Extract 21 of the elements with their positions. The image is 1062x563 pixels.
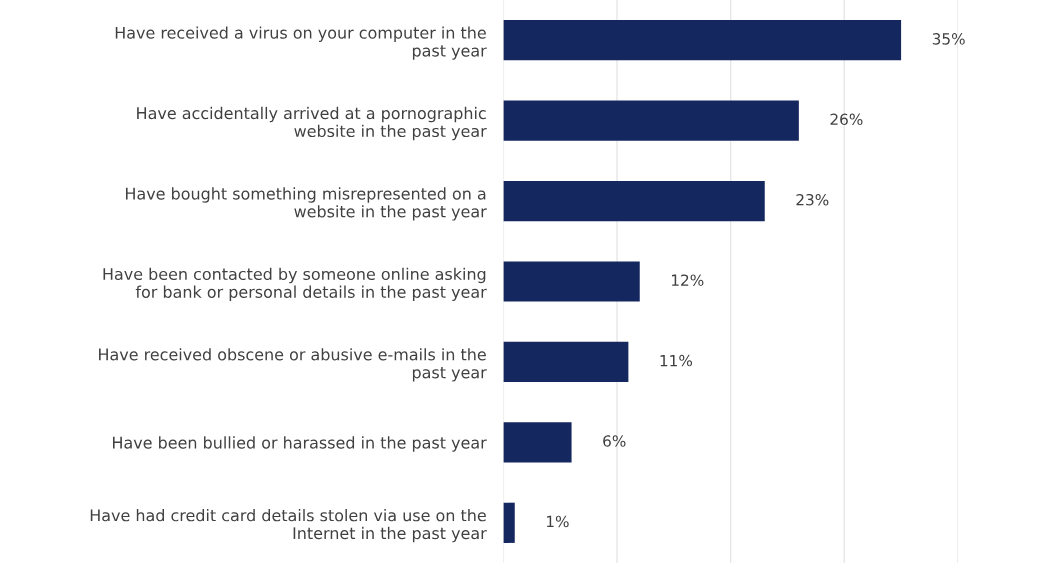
bar <box>503 502 515 543</box>
data-label: 11% <box>660 354 693 367</box>
y-tick-label: Have received a virus on your computer in the past year <box>115 26 487 60</box>
bar <box>503 341 629 383</box>
y-tick-label: Have received obscene or abusive e-mails in the past year <box>99 348 487 382</box>
data-label: 12% <box>671 274 704 286</box>
y-tick-label: Have been contacted by someone online asking for bank or personal details in the past year <box>103 267 487 302</box>
data-label: 1% <box>546 515 569 528</box>
bar <box>503 100 799 141</box>
y-tick-label: Have had credit card details stolen via use on the Internet in the past year <box>90 508 487 543</box>
data-label: 6% <box>603 435 626 447</box>
bar <box>503 20 902 61</box>
bar <box>503 261 640 302</box>
data-label: 35% <box>932 33 965 45</box>
y-tick-label: Have accidentally arrived at a pornographic website in the past year <box>137 106 487 141</box>
bar <box>503 180 765 222</box>
data-label: 26% <box>830 113 863 126</box>
y-tick-label: Have bought something misrepresented on a website in the past year <box>126 187 487 221</box>
bar <box>503 422 572 463</box>
data-label: 23% <box>796 193 829 206</box>
y-tick-label: Have been bullied or harassed in the past year <box>113 436 487 452</box>
